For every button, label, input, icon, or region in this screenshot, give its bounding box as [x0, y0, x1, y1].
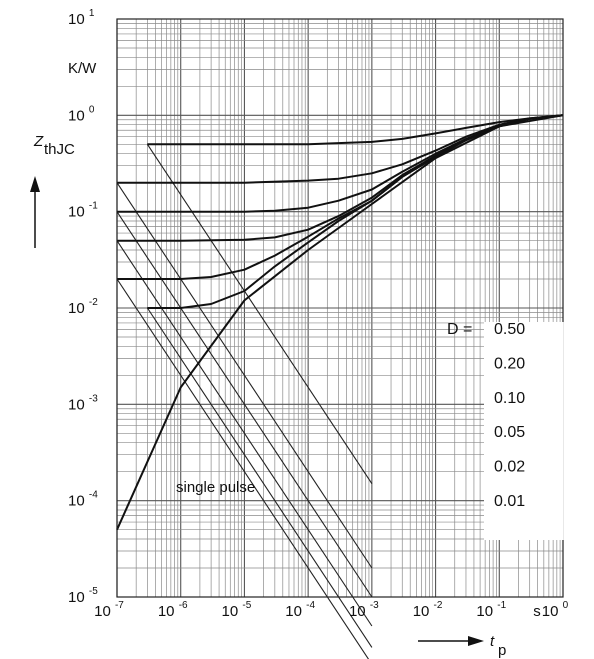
duty-cycle-labels: 0.50 0.20 0.10 0.05 0.02 0.01: [494, 321, 525, 510]
legend-box: [484, 322, 564, 540]
duty-cycle-label: 0.02: [494, 459, 525, 476]
x-tick-label: 10 -2: [413, 600, 443, 620]
y-tick-label: 10 -3: [68, 393, 98, 413]
duty-cycle-label: 0.10: [494, 390, 525, 407]
x-axis-label: t: [490, 633, 495, 650]
duty-line-0-05: [116, 240, 373, 627]
y-tick-label: 10 -2: [68, 297, 98, 317]
y-axis-arrow-icon: [30, 176, 40, 248]
d-equals-label: D =: [447, 321, 472, 338]
x-tick-label: 10 -7: [94, 600, 124, 620]
duty-line-0-2: [116, 182, 373, 569]
x-tick-label: 10 -4: [285, 600, 315, 620]
duty-cycle-reference-lines: [116, 143, 373, 659]
x-axis-arrow-icon: [418, 636, 484, 646]
duty-cycle-label: 0.01: [494, 493, 525, 510]
y-tick-labels: 10 1 10 0 10 -1 10 -2 10 -3 10 -4 10 -5: [68, 8, 98, 606]
curve-d-0-5: [147, 114, 564, 146]
single-pulse-curve: [116, 114, 564, 531]
duty-cycle-label: 0.05: [494, 424, 525, 441]
x-tick-label: 10 -3: [349, 600, 379, 620]
x-axis-label-subscript: p: [498, 642, 506, 659]
duty-line-0-5: [146, 143, 373, 485]
thermal-impedance-curves: [116, 114, 564, 531]
y-tick-label: 10 0: [68, 104, 95, 124]
y-tick-label: 10 -4: [68, 490, 98, 510]
y-unit-label: K/W: [68, 60, 97, 77]
y-tick-label: 10 1: [68, 8, 95, 28]
duty-line-0-1: [116, 211, 373, 598]
x-tick-labels: 10 -7 10 -6 10 -5 10 -4 10 -3 10 -2 10 -1 10 0s: [94, 600, 569, 620]
x-tick-label: 10 -1: [476, 600, 506, 620]
y-axis-label-subscript: thJC: [44, 141, 75, 158]
y-tick-label: 10 -1: [68, 201, 98, 221]
x-tick-label: 10 0: [542, 600, 569, 620]
duty-line-0-01: [146, 307, 373, 648]
x-tick-label: 10 -6: [158, 600, 188, 620]
x-tick-label: 10 -5: [222, 600, 252, 620]
plot-frame: [116, 18, 564, 598]
duty-cycle-label: 0.50: [494, 321, 525, 338]
y-tick-label: 10 -5: [68, 586, 98, 606]
x-unit-label: s: [533, 603, 541, 620]
duty-cycle-label: 0.20: [494, 355, 525, 372]
duty-line-0-02: [116, 278, 370, 659]
y-axis-label: Z: [33, 133, 44, 150]
single-pulse-annotation: single pulse: [176, 479, 255, 496]
